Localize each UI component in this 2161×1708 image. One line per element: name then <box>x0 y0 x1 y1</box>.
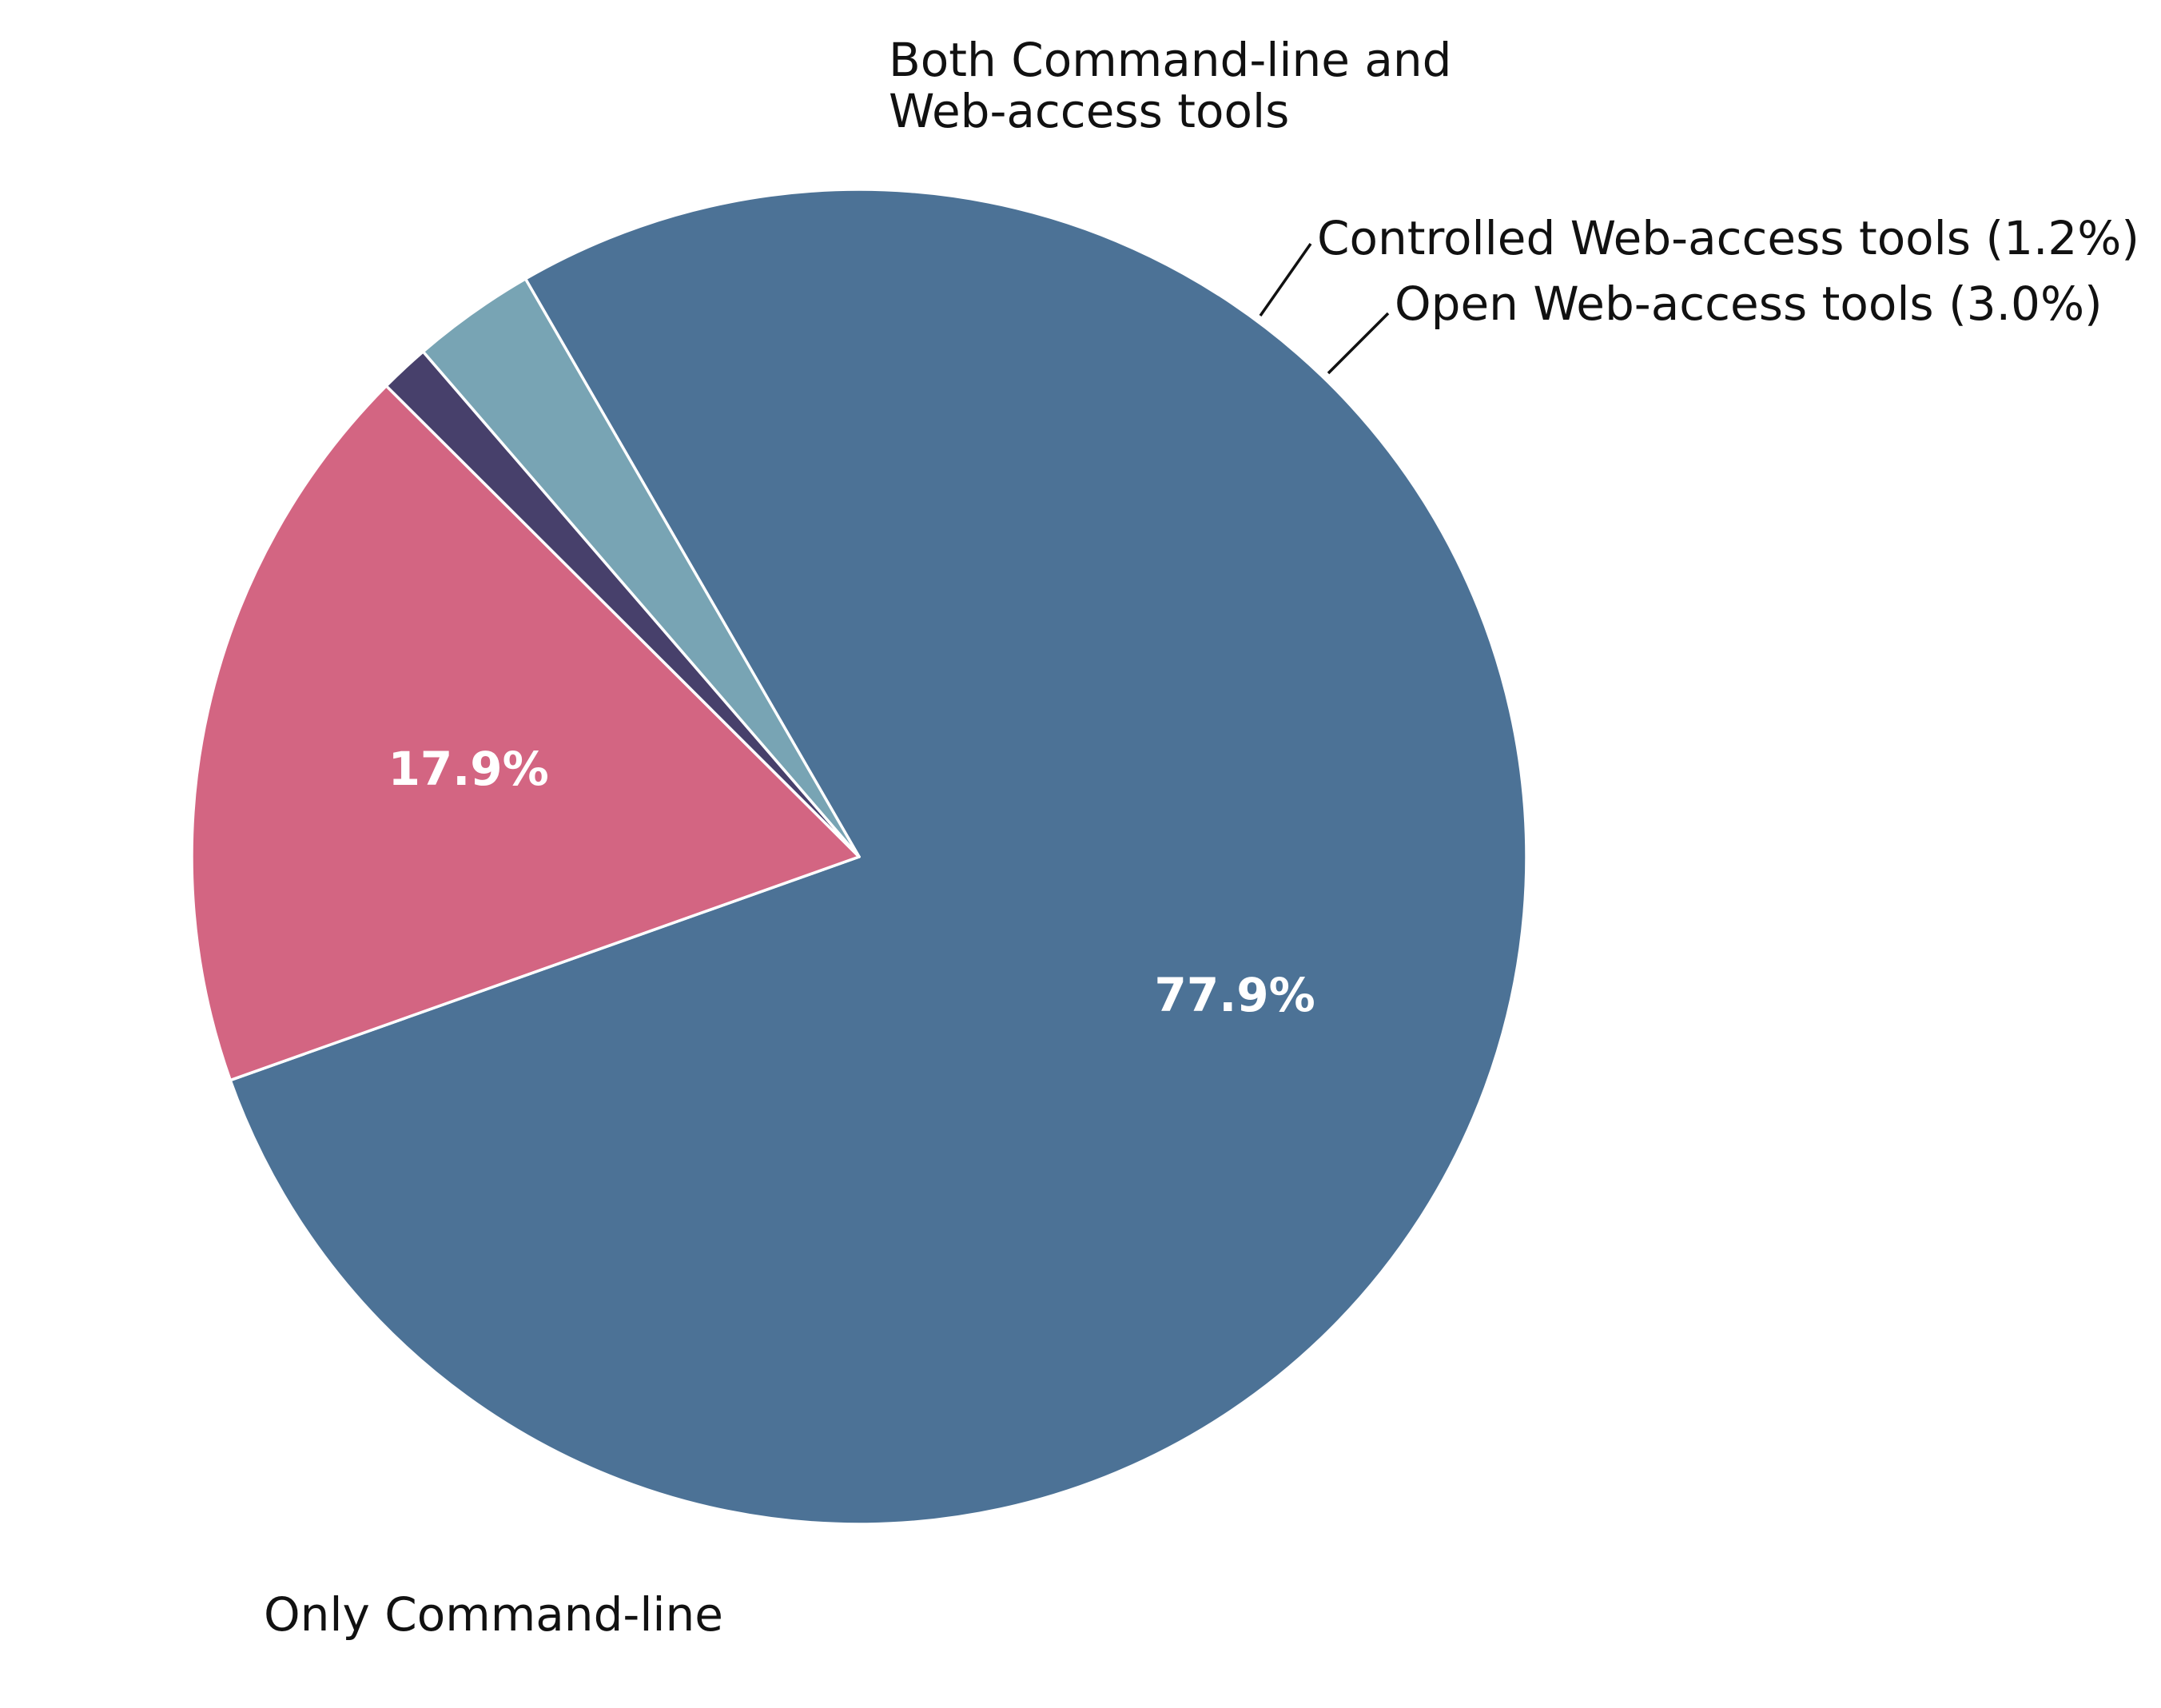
pct-label-both-command-line-and-web-access-tools: 17.9% <box>388 742 549 796</box>
slice-only-command-line <box>229 188 1528 1526</box>
percentage-labels: 77.9% 17.9% <box>388 742 1315 1022</box>
pie-slices <box>190 188 1528 1526</box>
slice-both-command-line-and-web-access-tools <box>190 384 861 1082</box>
category-labels: Only Command-line Both Command-line and We… <box>264 33 2139 1642</box>
leader-line-controlled-web-access-tools <box>1259 242 1312 317</box>
pct-label-only-command-line: 77.9% <box>1155 968 1315 1022</box>
leader-lines <box>1259 242 1390 375</box>
slice-open-web-access-tools <box>421 277 861 858</box>
label-only-command-line: Only Command-line <box>264 1587 723 1642</box>
label-both-command-line-and-web-access-tools: Both Command-line and Web-access tools <box>889 33 1451 138</box>
leader-line-open-web-access-tools <box>1327 312 1390 375</box>
label-controlled-web-access-tools: Controlled Web-access tools (1.2%) <box>1317 211 2139 265</box>
label-open-web-access-tools: Open Web-access tools (3.0%) <box>1395 277 2103 331</box>
